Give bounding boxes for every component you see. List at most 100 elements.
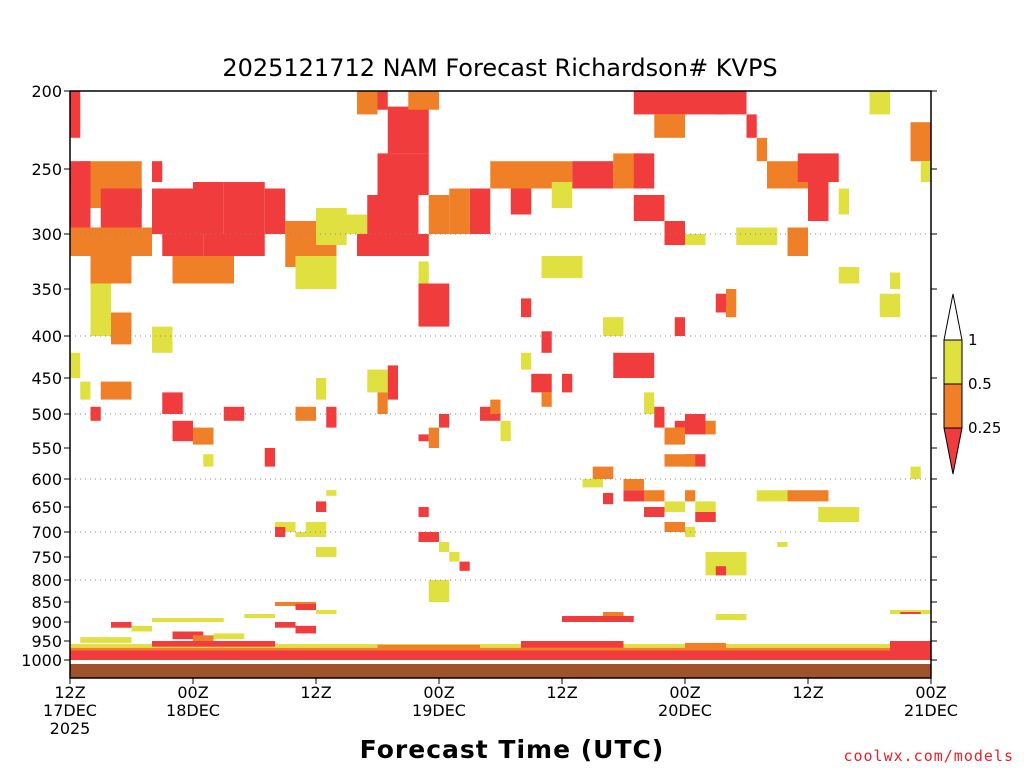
legend-level-label: 0.25 <box>968 419 1001 437</box>
x-tick-label: 12Z <box>300 683 331 702</box>
y-tick-label: 400 <box>31 327 62 346</box>
ri-cell <box>695 512 716 522</box>
ri-cell <box>685 234 706 245</box>
ri-cell <box>295 604 316 610</box>
ri-cell <box>387 365 398 400</box>
ri-cell <box>664 221 685 245</box>
ri-cell <box>818 507 860 522</box>
ri-cell <box>920 161 931 182</box>
y-tick-label: 700 <box>31 523 62 542</box>
ri-cell <box>193 182 224 234</box>
ri-cell <box>910 122 931 162</box>
ri-cell <box>664 522 685 532</box>
ri-cell <box>705 420 716 435</box>
ri-cell <box>418 283 450 327</box>
ri-cell <box>152 618 224 622</box>
ri-cell <box>551 182 573 208</box>
ri-cell <box>162 234 204 256</box>
ri-cell <box>111 312 132 345</box>
ri-cell <box>152 161 163 182</box>
ri-cell <box>316 610 337 614</box>
legend-swatch-yellow <box>943 339 963 385</box>
ri-cell <box>879 293 901 318</box>
ri-cell <box>70 91 81 138</box>
ri-cell <box>890 641 931 651</box>
ri-cell <box>223 406 245 421</box>
ri-cell <box>152 188 193 234</box>
legend-swatch-orange <box>943 383 963 429</box>
ri-cell <box>418 261 429 284</box>
ri-cell <box>910 466 921 479</box>
data-cells <box>70 91 931 660</box>
plot-frame <box>69 90 932 679</box>
ri-cell <box>295 256 337 289</box>
ri-cell <box>213 633 245 640</box>
ri-cell <box>459 561 470 571</box>
ri-cell <box>377 153 429 195</box>
y-tick-label: 450 <box>31 369 62 388</box>
ri-cell <box>541 256 583 278</box>
ri-cell <box>377 392 388 414</box>
ri-cell <box>449 188 470 234</box>
ri-cell <box>428 580 450 602</box>
ri-cell <box>787 490 829 502</box>
ri-cell <box>357 234 429 256</box>
y-tick-label: 300 <box>31 225 62 244</box>
ri-cell <box>203 234 265 256</box>
gridlines <box>70 233 931 581</box>
ri-cell <box>70 227 152 256</box>
ri-cell <box>623 479 644 491</box>
y-tick-label: 350 <box>31 280 62 299</box>
ri-cell <box>521 641 624 648</box>
ri-cell <box>295 532 306 537</box>
ri-cell <box>777 542 788 547</box>
ri-cell <box>664 501 685 512</box>
ri-cell <box>203 454 214 467</box>
ri-cell <box>336 214 368 234</box>
y-axis: 200 250 300 350 400 450 500 550 600 650 700 750 800 8… <box>21 82 937 670</box>
ri-cell <box>367 195 419 234</box>
ri-cell <box>715 293 726 313</box>
ri-cell <box>572 161 614 189</box>
y-tick-label: 850 <box>31 593 62 612</box>
ri-cell <box>510 188 532 215</box>
x-tick-label: 17DEC <box>43 701 97 720</box>
ri-cell <box>111 622 132 628</box>
ri-cell <box>664 427 685 445</box>
ri-cell <box>797 153 839 182</box>
ri-cell <box>264 188 286 234</box>
ri-cell <box>633 195 665 221</box>
ground-strip <box>70 664 931 678</box>
ri-cell <box>449 552 460 562</box>
ri-cell <box>695 501 716 512</box>
ri-cell <box>685 642 726 649</box>
ri-cell <box>326 406 337 428</box>
ri-cell <box>223 182 265 234</box>
ri-cell <box>531 373 552 393</box>
ri-cell <box>70 644 931 648</box>
ri-cell <box>70 647 931 651</box>
ri-cell <box>900 612 921 614</box>
ri-cell <box>295 625 316 634</box>
x-tick-label: 12Z <box>54 683 85 702</box>
y-tick-label: 800 <box>31 571 62 590</box>
y-tick-label: 250 <box>31 160 62 179</box>
ri-cell <box>623 490 644 502</box>
ri-cell <box>377 91 388 110</box>
x-axis-label: Forecast Time (UTC) <box>360 735 665 764</box>
ri-cell <box>439 414 450 428</box>
ri-cell <box>428 427 439 448</box>
ri-cell <box>685 414 706 435</box>
ri-cell <box>418 434 429 442</box>
ri-cell <box>633 91 726 115</box>
y-tick-label: 900 <box>31 613 62 632</box>
ri-cell <box>756 137 767 162</box>
ri-cell <box>808 182 829 221</box>
ri-cell <box>613 352 655 378</box>
ri-cell <box>890 272 901 289</box>
ri-cell <box>644 392 655 414</box>
y-tick-label: 600 <box>31 470 62 489</box>
y-tick-label: 500 <box>31 405 62 424</box>
ri-cell <box>152 641 275 647</box>
